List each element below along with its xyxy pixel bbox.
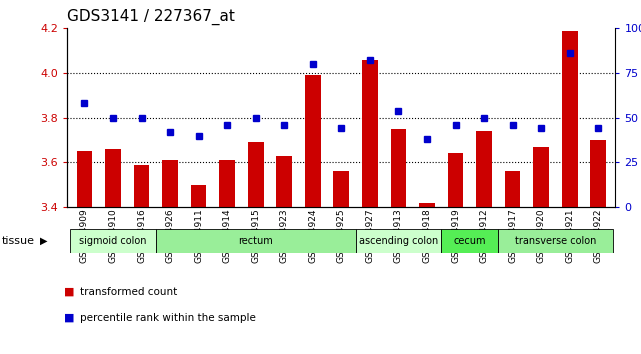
Bar [390, 129, 406, 207]
Bar [219, 160, 235, 207]
Text: transformed count: transformed count [80, 287, 178, 297]
Bar [533, 147, 549, 207]
Bar [162, 160, 178, 207]
Bar [76, 151, 92, 207]
Bar [447, 154, 463, 207]
Text: ■: ■ [64, 287, 74, 297]
Bar [276, 156, 292, 207]
Bar [562, 30, 578, 207]
Bar [419, 202, 435, 207]
Bar [156, 229, 356, 253]
Bar [504, 171, 520, 207]
Text: sigmoid colon: sigmoid colon [79, 236, 147, 246]
Text: ascending colon: ascending colon [359, 236, 438, 246]
Bar [362, 59, 378, 207]
Bar [305, 75, 320, 207]
Bar [191, 185, 206, 207]
Bar [70, 229, 156, 253]
Bar [590, 140, 606, 207]
Text: ■: ■ [64, 313, 74, 322]
Text: percentile rank within the sample: percentile rank within the sample [80, 313, 256, 322]
Bar [356, 229, 441, 253]
Text: ▶: ▶ [40, 236, 48, 246]
Text: GDS3141 / 227367_at: GDS3141 / 227367_at [67, 9, 235, 25]
Bar [498, 229, 613, 253]
Bar [441, 229, 498, 253]
Text: cecum: cecum [454, 236, 486, 246]
Text: transverse colon: transverse colon [515, 236, 596, 246]
Bar [134, 165, 149, 207]
Bar [248, 142, 263, 207]
Bar [476, 131, 492, 207]
Text: tissue: tissue [1, 236, 34, 246]
Bar [333, 171, 349, 207]
Bar [105, 149, 121, 207]
Text: rectum: rectum [238, 236, 273, 246]
